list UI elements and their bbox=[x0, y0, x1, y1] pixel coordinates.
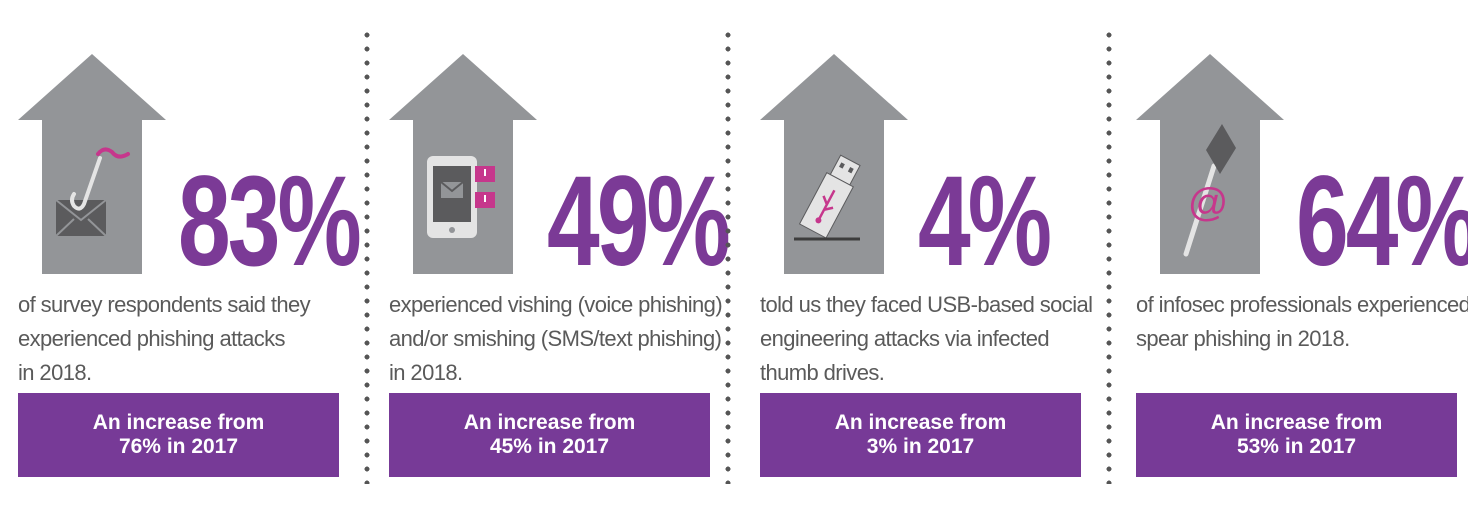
increase-box: An increase from 45% in 2017 bbox=[389, 393, 710, 477]
up-arrow-graphic: @ bbox=[1136, 54, 1284, 274]
dotted-divider bbox=[364, 28, 370, 484]
stat-panel-spear-phishing: @ 64% of infosec professionals experienc… bbox=[1136, 0, 1468, 511]
phishing-hook-envelope-icon bbox=[55, 147, 130, 237]
increase-box: An increase from 3% in 2017 bbox=[760, 393, 1081, 477]
up-arrow-graphic bbox=[389, 54, 537, 274]
increase-box: An increase from 53% in 2017 bbox=[1136, 393, 1457, 477]
description-text: of infosec professionals experienced spe… bbox=[1136, 292, 1468, 351]
spear-at-sign-icon: @ bbox=[1183, 124, 1236, 257]
stat-panel-phishing: 83% of survey respondents said they expe… bbox=[18, 0, 362, 511]
percent-value: 4% bbox=[918, 150, 1052, 293]
percent-value: 64% bbox=[1296, 150, 1468, 293]
usb-drive-icon bbox=[794, 154, 861, 241]
dotted-divider bbox=[725, 28, 731, 484]
phone-message-alert-icon bbox=[427, 156, 495, 238]
stat-panel-vishing: 49% experienced vishing (voice phishing)… bbox=[389, 0, 731, 511]
percent-value: 83% bbox=[178, 150, 362, 293]
svg-text:@: @ bbox=[1188, 181, 1229, 225]
increase-box: An increase from 76% in 2017 bbox=[18, 393, 339, 477]
description-text: experienced vishing (voice phishing) and… bbox=[389, 292, 723, 385]
description-text: told us they faced USB-based social engi… bbox=[760, 292, 1093, 385]
percent-value: 49% bbox=[547, 150, 731, 293]
stat-panel-usb: 4% told us they faced USB-based social e… bbox=[760, 0, 1093, 511]
up-arrow-graphic bbox=[760, 54, 908, 274]
up-arrow-graphic bbox=[18, 54, 166, 274]
dotted-divider bbox=[1106, 28, 1112, 484]
description-text: of survey respondents said they experien… bbox=[18, 292, 311, 385]
